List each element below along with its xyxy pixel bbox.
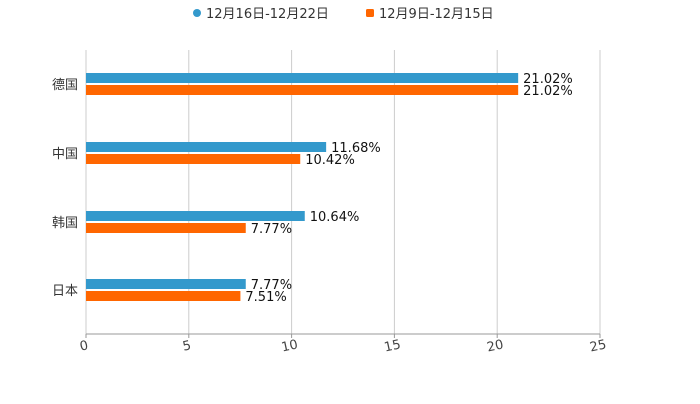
x-tick-label: 25 xyxy=(588,337,607,355)
data-label: 10.42% xyxy=(305,153,355,168)
bar xyxy=(86,291,241,301)
y-category-label: 德国 xyxy=(52,78,78,93)
data-label: 7.77% xyxy=(251,278,292,293)
bar xyxy=(86,223,246,233)
bar xyxy=(86,142,327,152)
x-tick-label: 15 xyxy=(383,337,402,355)
legend-marker[interactable] xyxy=(366,9,374,17)
data-label: 10.64% xyxy=(310,210,360,225)
legend-marker[interactable] xyxy=(193,9,201,17)
legend-label[interactable]: 12月16日-12月22日 xyxy=(206,7,329,22)
x-tick-label: 0 xyxy=(78,338,89,354)
data-label: 7.77% xyxy=(251,222,292,237)
data-label: 21.02% xyxy=(523,72,573,87)
data-label: 7.51% xyxy=(245,290,286,305)
legend-label[interactable]: 12月9日-12月15日 xyxy=(379,7,494,22)
y-category-label: 韩国 xyxy=(52,216,78,231)
bar xyxy=(86,73,519,83)
data-label: 11.68% xyxy=(331,141,381,156)
bar xyxy=(86,211,305,221)
data-label: 21.02% xyxy=(523,84,573,99)
bar xyxy=(86,85,519,95)
x-tick-label: 5 xyxy=(181,338,192,354)
x-tick-label: 20 xyxy=(486,337,505,355)
bar xyxy=(86,279,246,289)
bar xyxy=(86,154,301,164)
y-category-label: 日本 xyxy=(52,284,78,299)
x-tick-label: 10 xyxy=(280,337,299,355)
y-category-label: 中国 xyxy=(52,147,78,162)
